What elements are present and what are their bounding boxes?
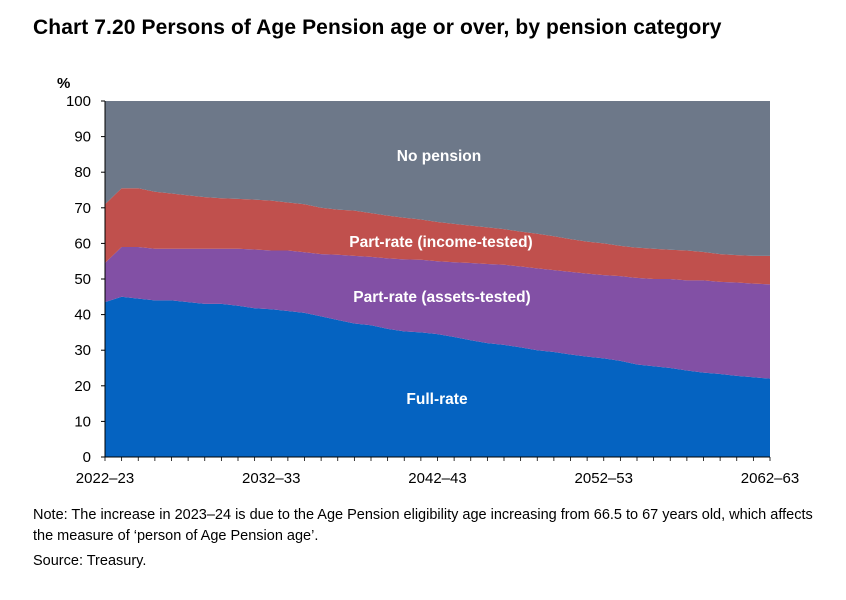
y-tick-label: 10 [74,413,91,430]
label-part-rate-assets-tested: Part-rate (assets-tested) [353,289,530,306]
chart-note: Note: The increase in 2023–24 is due to … [33,507,813,544]
y-tick-label: 60 [74,235,91,252]
y-tick-label: 20 [74,378,91,395]
area-no-pension [105,101,770,256]
label-part-rate-income-tested: Part-rate (income-tested) [349,234,532,251]
x-tick-label: 2042–43 [408,470,466,487]
y-tick-label: 30 [74,342,91,359]
area-part-rate-income-tested [105,188,770,285]
x-tick-label: 2032–33 [242,470,300,487]
label-no-pension: No pension [397,148,481,165]
y-tick-label: 80 [74,164,91,181]
label-full-rate: Full-rate [406,391,468,408]
y-tick-label: 90 [74,129,91,146]
y-tick-label: 0 [83,449,91,466]
chart-source: Source: Treasury. [33,553,147,569]
y-axis: 0 10 20 30 40 50 60 70 80 90 100% [57,75,106,466]
y-tick-label: 40 [74,307,91,324]
area-layer [105,101,770,457]
area-part-rate-assets-tested [105,246,770,379]
y-tick-label: 100 [66,93,91,110]
x-axis: 2022–23 2032–33 2042–43 2052–53 2062–63 [76,456,799,487]
x-tick-label: 2022–23 [76,470,134,487]
chart-title: Chart 7.20 Persons of Age Pension age or… [33,16,722,39]
x-tick-label: 2052–53 [575,470,633,487]
y-axis-label: % [57,75,70,92]
y-tick-label: 70 [74,200,91,217]
y-tick-label: 50 [74,271,91,288]
x-tick-label: 2062–63 [741,470,799,487]
area-full-rate [105,296,770,457]
area-labels: No pension Part-rate (income-tested) Part-… [349,148,532,408]
